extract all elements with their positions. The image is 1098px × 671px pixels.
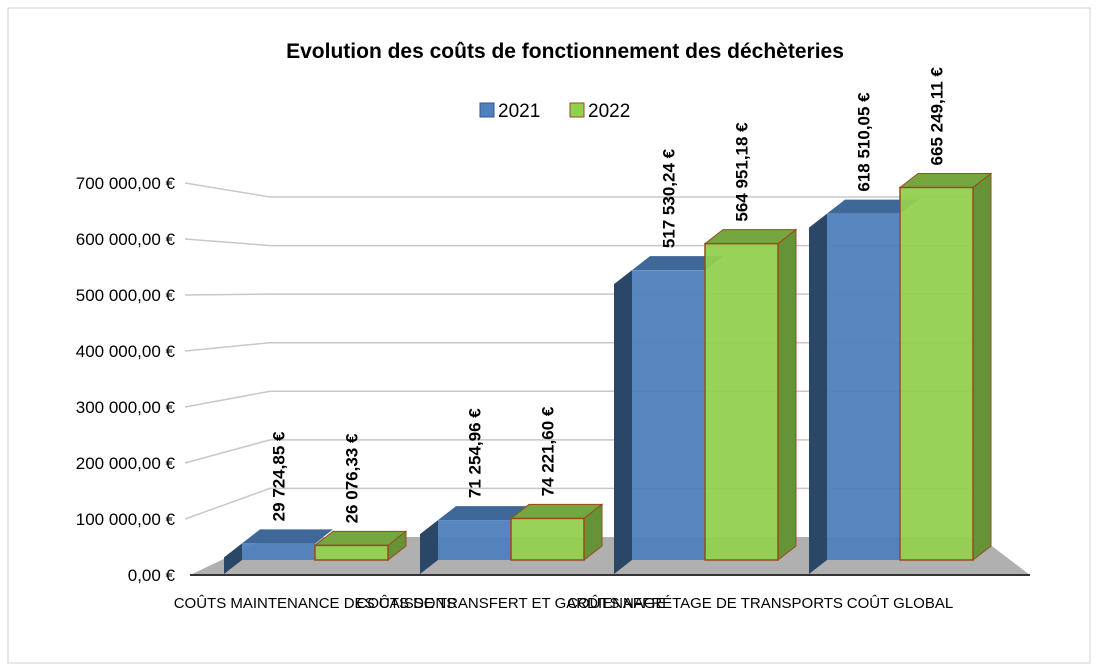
bar-top [827,199,918,214]
legend-swatch [479,102,495,118]
bar [510,517,585,561]
chart-title: Evolution des coûts de fonctionnement de… [286,40,844,63]
bar-side [777,228,797,562]
legend [464,90,660,132]
bar-top [438,506,529,521]
data-label: 517 530,24 € [660,148,679,248]
data-label: 74 221,60 € [539,406,558,496]
grid-line [184,182,985,198]
bar-side [224,543,242,574]
bar-top [242,529,333,544]
data-label: 665 249,11 € [928,67,947,166]
legend-label: 2021 [498,101,540,122]
bar [314,544,389,561]
x-tick-label: COÛTS MAINTENANCE DES CAISSONS [174,595,457,612]
x-tick-label: COÛTS DE TRANSFERT ET GARDIENNAGE [357,595,666,612]
legend-swatch [569,102,585,118]
bar-side [809,213,827,574]
y-tick-label: 0,00 € [128,566,176,585]
y-tick-label: 300 000,00 € [76,398,176,417]
y-tick-label: 100 000,00 € [76,510,176,529]
y-tick-label: 200 000,00 € [76,454,176,473]
bar [242,543,315,560]
data-label: 71 254,96 € [466,408,485,498]
data-label: 26 076,33 € [343,433,362,523]
bar [704,242,779,561]
bar-side [420,520,438,574]
bar-side [614,270,632,574]
y-tick-label: 500 000,00 € [76,286,176,305]
bar [827,213,900,560]
bar [899,186,974,561]
legend-label: 2022 [588,101,630,122]
y-tick-label: 700 000,00 € [76,174,176,193]
bar-side [972,172,992,562]
bar [438,520,511,560]
bar [632,270,705,560]
x-tick-label: COÛT GLOBAL [847,595,953,612]
data-label: 618 510,05 € [855,92,874,192]
x-tick-label: COÛTS AFFRÉTAGE DE TRANSPORTS [567,595,843,612]
y-tick-label: 400 000,00 € [76,342,176,361]
y-tick-label: 600 000,00 € [76,230,176,249]
data-label: 29 724,85 € [270,431,289,521]
data-label: 564 951,18 € [733,122,752,222]
bar-top [632,256,723,271]
